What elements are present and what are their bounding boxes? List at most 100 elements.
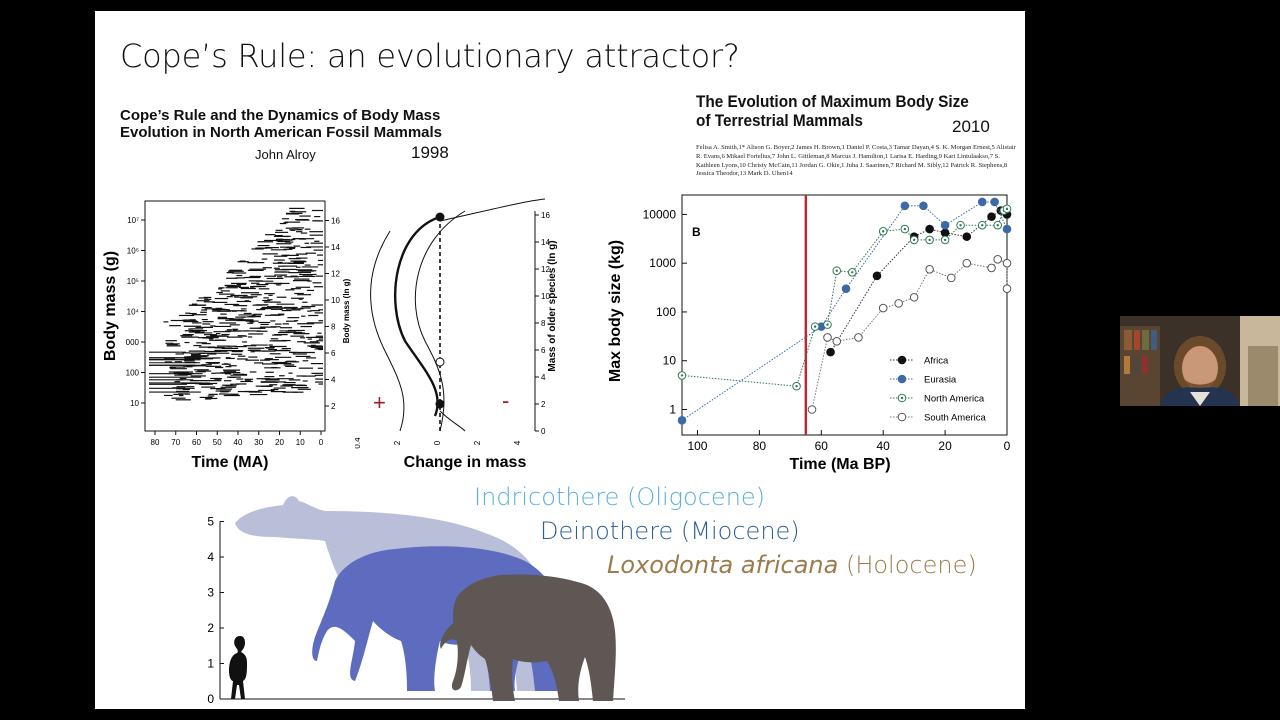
equilibrium-point-lower — [435, 399, 445, 409]
alroy-right-tick-label: 8 — [331, 323, 336, 332]
loxodonta-label: Loxodonta africana (Holocene) — [607, 551, 977, 579]
change-x-tick-label: 2 — [473, 440, 482, 445]
data-point — [940, 228, 950, 238]
upper-confidence-curve — [414, 210, 466, 432]
data-point — [925, 224, 934, 234]
indricothere-name: Indricothere (Oligocene) — [474, 483, 766, 511]
data-point-center — [835, 269, 838, 272]
alroy-right-tick-label: 2 — [331, 402, 336, 411]
legend-marker — [897, 355, 907, 365]
alroy-mass-frame — [144, 200, 326, 432]
alroy-right-tick-label: 6 — [331, 349, 336, 358]
unstable-point — [435, 357, 445, 367]
data-point — [894, 299, 903, 308]
series-line-south-america — [811, 258, 1008, 410]
size-axis-label: 5 — [207, 515, 214, 529]
smith-max-size-chart: B 1 10 100 1000 10000 100 80 60 40 20 0 Africa Eur… — [607, 194, 1012, 473]
smith-xlabel: Time (Ma BP) — [789, 456, 890, 473]
data-point — [990, 197, 999, 207]
alroy-mass-ylabel: Body mass (g) — [102, 251, 119, 361]
alroy-year: 1998 — [411, 143, 449, 162]
alroy-x-tick-label: 70 — [171, 438, 180, 447]
data-point — [826, 347, 835, 357]
legend-label: Eurasia — [924, 375, 957, 386]
data-point — [977, 197, 987, 207]
data-point-center — [851, 271, 854, 274]
change-right-tick-label: 14 — [541, 238, 550, 247]
positive-sign: + — [373, 390, 386, 415]
smith-y-tick-label: 10 — [663, 354, 677, 368]
alroy-x-tick-label: 10 — [296, 438, 305, 447]
alroy-change-xlabel: Change in mass — [404, 454, 527, 471]
size-axis-label: 2 — [207, 621, 214, 635]
change-right-tick-label: 16 — [541, 211, 550, 220]
data-point-center — [928, 238, 931, 242]
size-axis: 0 1 2 3 4 5 — [207, 515, 625, 706]
change-x-tick-label: 2 — [393, 440, 402, 445]
alroy-x-ticks: 80 70 60 50 40 30 20 10 0 — [151, 431, 324, 447]
alroy-paper-title: Cope’s Rule and the Dynamics of Body Mas… — [120, 107, 442, 142]
smith-series — [677, 195, 1012, 435]
data-point-center — [795, 385, 798, 388]
smith-x-ticks: 100 80 60 40 20 0 — [687, 430, 1011, 453]
deinothere-label: Deinothere (Miocene) — [540, 517, 800, 545]
size-axis-label: 3 — [207, 586, 214, 600]
data-point — [987, 212, 996, 221]
alroy-change-chart: 0.4 2 0 2 4 0 2 4 6 8 10 12 14 16 + - Change in mass… — [355, 198, 558, 471]
data-point — [854, 333, 863, 342]
smith-y-ticks: 1 10 100 1000 10000 — [643, 207, 687, 416]
deinothere-name: Deinothere (Miocene) — [540, 517, 800, 545]
smith-chart-frame — [681, 194, 1008, 436]
data-point — [962, 258, 972, 268]
main-trend-curve — [394, 215, 441, 417]
data-point — [946, 273, 956, 283]
alroy-author: John Alroy — [255, 147, 316, 162]
data-point — [823, 333, 832, 342]
legend-marker-center — [900, 396, 904, 400]
smith-x-tick-label: 100 — [687, 439, 707, 453]
smith-y-tick-label: 1 — [669, 402, 676, 416]
human-silhouette — [229, 636, 247, 699]
size-comparison-figure: 0 1 2 3 4 5 — [207, 496, 625, 706]
alroy-left-tick-label: 10⁵ — [127, 277, 139, 286]
alroy-right-tick-label: 4 — [331, 376, 336, 385]
size-axis-label: 1 — [207, 657, 214, 671]
alroy-right-tick-label: 10 — [331, 296, 340, 305]
change-right-tick-label: 4 — [541, 373, 546, 382]
data-point — [878, 303, 888, 313]
loxodonta-silhouette — [440, 574, 616, 701]
alroy-left-ticks: 10 100 000 10⁴ 10⁵ 10⁶ 10⁷ — [126, 216, 145, 408]
webcam-thumbnail[interactable] — [1120, 316, 1280, 406]
smith-title-line2: of Terrestrial Mammals — [696, 111, 863, 130]
change-right-tick-label: 12 — [541, 265, 550, 274]
alroy-change-right-ticks: 0 2 4 6 8 10 12 14 16 — [534, 211, 550, 436]
data-point — [841, 284, 851, 293]
alroy-left-tick-label: 10⁶ — [127, 247, 139, 256]
data-point-center — [813, 325, 817, 328]
alroy-change-curves — [370, 198, 546, 432]
presentation-slide: Cope’s Rule: an evolutionary attractor? … — [95, 11, 1025, 709]
size-axis-label: 4 — [207, 550, 214, 564]
data-point-center — [680, 374, 684, 377]
data-point-center — [903, 227, 907, 231]
data-point-center — [1005, 207, 1009, 211]
upper-right-curve — [439, 198, 546, 222]
alroy-mass-xlabel: Time (MA) — [191, 454, 268, 471]
slide-title: Cope’s Rule: an evolutionary attractor? — [120, 37, 740, 75]
data-point-center — [996, 224, 999, 227]
alroy-right-tick-label: 14 — [331, 243, 340, 252]
alroy-left-tick-label: 10⁷ — [127, 216, 139, 225]
alroy-right-tick-label: 16 — [331, 217, 340, 226]
alroy-left-tick-label: 100 — [126, 369, 140, 378]
legend-label: South America — [924, 413, 986, 424]
data-point — [925, 264, 934, 274]
smith-x-tick-label: 20 — [938, 439, 952, 453]
alroy-x-tick-label: 60 — [192, 438, 201, 447]
change-right-tick-label: 2 — [541, 400, 546, 409]
smith-y-tick-label: 10000 — [643, 207, 677, 221]
legend-label: North America — [924, 394, 985, 405]
change-x-tick-label: 0 — [433, 440, 442, 445]
indricothere-label: Indricothere (Oligocene) — [474, 483, 765, 511]
